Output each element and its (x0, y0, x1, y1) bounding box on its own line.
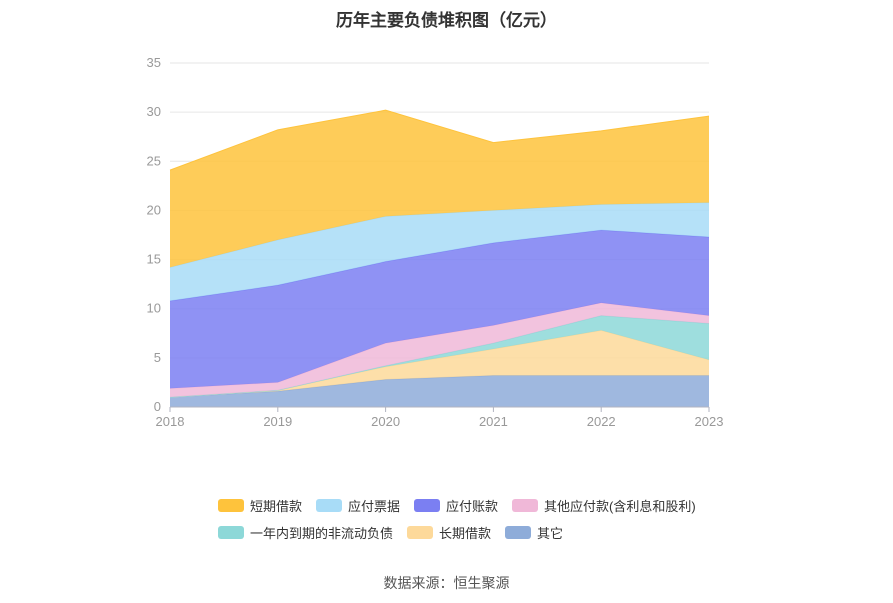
legend-swatch-accounts-payable (414, 498, 441, 512)
chart-title: 历年主要负债堆积图（亿元） (336, 11, 557, 30)
legend-item-long-term-loans[interactable]: 长期借款 (407, 523, 491, 542)
series-area (170, 375, 709, 407)
y-tick-label: 0 (154, 399, 161, 414)
legend-label: 一年内到期的非流动负债 (250, 525, 394, 541)
y-tick-label: 15 (147, 252, 161, 267)
y-tick-label: 10 (147, 301, 161, 316)
legend-label: 应付账款 (446, 498, 499, 514)
legend-item-current-noncurrent-liabilities[interactable]: 一年内到期的非流动负债 (218, 523, 393, 542)
legend-item-other-payables[interactable]: 其他应付款(含利息和股利) (512, 496, 696, 515)
legend-item-notes-payable[interactable]: 应付票据 (316, 496, 400, 515)
legend-row-2: 一年内到期的非流动负债 长期借款 其它 (218, 523, 738, 541)
series-area (170, 302, 709, 398)
y-tick-label: 30 (147, 104, 161, 119)
legend-item-other[interactable]: 其它 (505, 523, 563, 542)
x-tick-label: 2021 (479, 414, 508, 429)
x-tick-label: 2022 (587, 414, 616, 429)
data-source: 数据来源：恒生聚源 (383, 575, 510, 591)
legend-swatch-current-noncurrent-liabilities (218, 525, 244, 539)
legend-swatch-long-term-loans (407, 525, 434, 539)
x-tick-label: 2018 (156, 414, 185, 429)
legend-label: 长期借款 (439, 525, 492, 541)
x-tick-label: 2019 (263, 414, 292, 429)
legend-label: 短期借款 (250, 498, 303, 514)
y-tick-label: 5 (154, 350, 161, 365)
legend-label: 其他应付款(含利息和股利) (544, 498, 696, 514)
series-area (170, 110, 709, 268)
chart-legend: 短期借款 应付票据 应付账款 其他应付款(含利息和股利) 一年内到期的非流动负债… (218, 496, 738, 550)
legend-label: 应付票据 (348, 498, 401, 514)
legend-swatch-short-term-loans (218, 498, 244, 512)
y-tick-label: 20 (147, 202, 161, 217)
legend-swatch-other (505, 525, 532, 539)
series-area (170, 330, 709, 398)
legend-swatch-notes-payable (316, 498, 343, 512)
series-line (169, 109, 710, 171)
series-area (170, 230, 709, 389)
legend-swatch-other-payables (512, 498, 539, 512)
y-tick-label: 35 (147, 55, 161, 70)
x-tick-label: 2023 (695, 414, 724, 429)
series-area (170, 315, 709, 398)
y-tick-label: 25 (147, 153, 161, 168)
legend-row-1: 短期借款 应付票据 应付账款 其他应付款(含利息和股利) (218, 496, 738, 514)
legend-item-accounts-payable[interactable]: 应付账款 (414, 496, 498, 515)
legend-item-short-term-loans[interactable]: 短期借款 (218, 496, 302, 515)
x-tick-label: 2020 (371, 414, 400, 429)
legend-label: 其它 (537, 525, 564, 541)
series-area (170, 202, 709, 301)
